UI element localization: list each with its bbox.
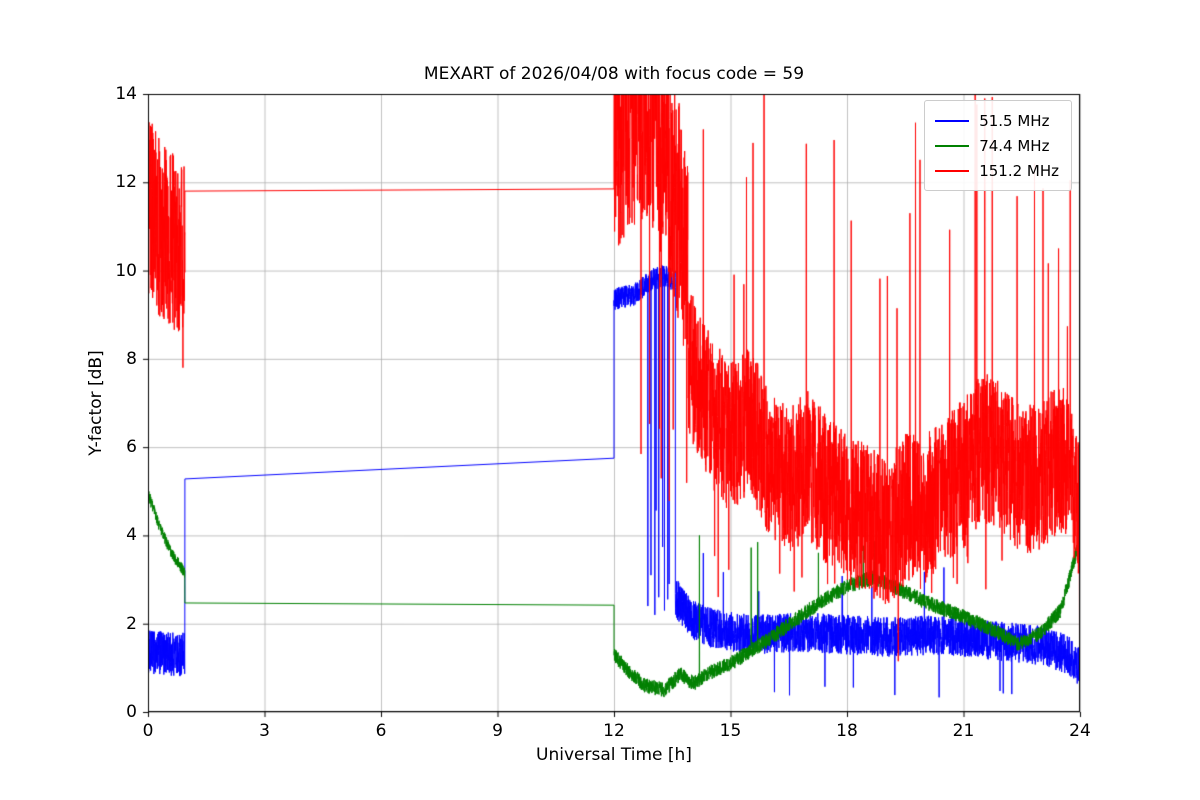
legend-line-swatch-green: [935, 144, 970, 147]
y-tick-label: 10: [115, 260, 137, 281]
legend-label: 51.5 MHz: [979, 111, 1050, 130]
legend-label: 151.2 MHz: [979, 161, 1059, 180]
x-tick-label: 3: [259, 721, 270, 741]
y-tick-label: 8: [126, 348, 137, 369]
x-axis-label: Universal Time [h]: [536, 745, 692, 765]
x-tick-label: 24: [1069, 721, 1091, 741]
y-tick-label: 2: [126, 613, 137, 634]
chart-title: MEXART of 2026/04/08 with focus code = 5…: [423, 64, 805, 84]
y-tick-label: 6: [126, 437, 137, 458]
x-tick-label: 21: [952, 721, 975, 741]
x-tick-label: 12: [603, 721, 625, 741]
legend-item-151-2: 151.2 MHz: [935, 158, 1059, 183]
y-axis-label: Y-factor [dB]: [86, 350, 106, 456]
legend-line-swatch-red: [935, 169, 970, 172]
legend-line-swatch-blue: [935, 119, 970, 122]
x-tick-label: 0: [142, 721, 154, 741]
x-tick-label: 6: [375, 721, 387, 741]
legend-item-51-5: 51.5 MHz: [935, 108, 1059, 133]
legend: 51.5 MHz 74.4 MHz 151.2 MHz: [924, 100, 1072, 191]
y-tick-label: 4: [126, 525, 137, 546]
legend-label: 74.4 MHz: [979, 136, 1050, 155]
y-tick-label: 14: [115, 84, 137, 104]
y-tick-label: 12: [115, 172, 137, 193]
x-tick-label: 18: [836, 721, 858, 741]
x-tick-label: 9: [492, 721, 503, 741]
x-tick-label: 15: [719, 721, 742, 741]
legend-item-74-4: 74.4 MHz: [935, 133, 1059, 158]
y-tick-label: 0: [126, 702, 137, 722]
